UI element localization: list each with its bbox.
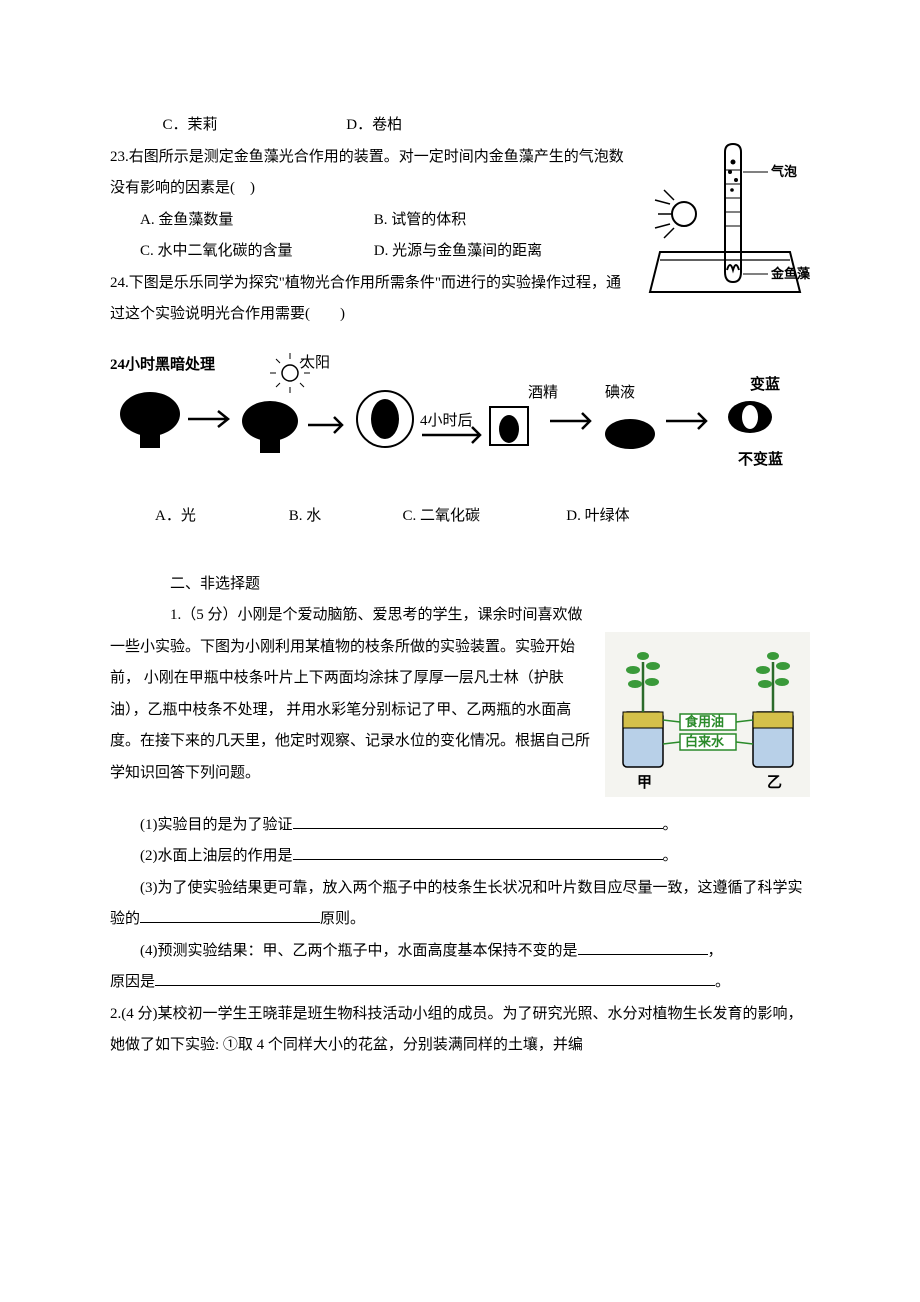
label-not-blue: 不变蓝 [738,450,783,468]
s2q1-sub4-mid: ， [708,943,723,959]
q23-figure: 气泡 金鱼藻 [640,142,810,325]
q24-opt-d: D. 叶绿体 [566,501,629,533]
s2q1-sub3: (3)为了使实验结果更可靠，放入两个瓶子中的枝条生长状况和叶片数目应尽量一致，这… [110,873,810,936]
s2q1-sub4b-end: 。 [715,974,730,990]
label-after: 4小时后 [420,412,473,429]
q24-opt-c: C. 二氧化碳 [403,501,563,533]
label-jar-b: 乙 [767,775,782,791]
q23-row: 23.右图所示是测定金鱼藻光合作用的装置。对一定时间内金鱼藻产生的气泡数没有影响… [110,142,810,331]
q24-figure: 24小时黑暗处理 太阳 4小时后 酒精 碘液 变蓝 不变蓝 [110,349,810,492]
label-bubble: 气泡 [771,164,797,179]
blank-1[interactable] [293,811,663,829]
s2q1-sub4b-text: 原因是 [110,974,155,990]
s2q1-sub4b: 原因是 。 [110,967,810,999]
blank-4a[interactable] [578,937,708,955]
s2q1-sub2-end: 。 [663,848,678,864]
s2q1-sub3-mid: 原则。 [320,911,365,927]
q24-options: A．光 B. 水 C. 二氧化碳 D. 叶绿体 [110,501,810,533]
q22-opt-d: D．卷柏 [346,110,402,142]
blank-2[interactable] [293,842,663,860]
s2q1-sub1-end: 。 [663,817,678,833]
blank-3[interactable] [140,905,320,923]
q24-stem: 24.下图是乐乐同学为探究"植物光合作用所需条件"而进行的实验操作过程，通过这个… [110,268,630,331]
label-algae: 金鱼藻 [770,266,810,281]
q23-text-block: 23.右图所示是测定金鱼藻光合作用的装置。对一定时间内金鱼藻产生的气泡数没有影响… [110,142,630,331]
label-blue: 变蓝 [750,375,780,393]
q23-opt-c: C. 水中二氧化碳的含量 [140,236,370,268]
s2q1-text: 1.（5 分）小刚是个爱动脑筋、爱思考的学生，课余时间喜欢做一些小实验。下图为小… [110,600,595,789]
blank-4b[interactable] [155,968,715,986]
q24-opt-b: B. 水 [289,501,399,533]
label-sun: 太阳 [300,354,330,371]
label-water: 白来水 [685,734,725,749]
s2q1-sub4: (4)预测实验结果：甲、乙两个瓶子中，水面高度基本保持不变的是 ， [110,936,810,968]
label-iodine: 碘液 [605,384,635,401]
q23-opt-a: A. 金鱼藻数量 [140,205,370,237]
q22-options-tail: C．茉莉 D．卷柏 [110,110,810,142]
s2q1-sub2-text: (2)水面上油层的作用是 [140,848,293,864]
s2q2-stem: 2.(4 分)某校初一学生王晓菲是班生物科技活动小组的成员。为了研究光照、水分对… [110,999,810,1062]
transpiration-jars-icon: 甲 乙 食用油 白来水 [605,632,810,797]
s2q1-sub1: (1)实验目的是为了验证 。 [110,810,810,842]
s2q1-sub2: (2)水面上油层的作用是 。 [110,841,810,873]
section2-title: 二、非选择题 [110,569,810,601]
q24-opt-a: A．光 [155,501,285,533]
label-jar-a: 甲 [637,774,652,791]
q23-opt-d: D. 光源与金鱼藻间的距离 [374,236,542,268]
s2q1-figure: 甲 乙 食用油 白来水 [605,632,810,810]
label-alcohol: 酒精 [528,384,558,401]
s2q1-sub4-text: (4)预测实验结果：甲、乙两个瓶子中，水面高度基本保持不变的是 [140,943,578,959]
q22-opt-c: C．茉莉 [163,110,343,142]
label-dark: 24小时黑暗处理 [110,355,215,373]
s2q1-sub1-text: (1)实验目的是为了验证 [140,817,293,833]
s2q1-row: 1.（5 分）小刚是个爱动脑筋、爱思考的学生，课余时间喜欢做一些小实验。下图为小… [110,600,810,810]
q23-stem: 23.右图所示是测定金鱼藻光合作用的装置。对一定时间内金鱼藻产生的气泡数没有影响… [110,142,630,205]
s2q1-stem: 1.（5 分）小刚是个爱动脑筋、爱思考的学生，课余时间喜欢做一些小实验。下图为小… [110,600,595,789]
label-oil: 食用油 [685,714,724,729]
test-tube-apparatus-icon: 气泡 金鱼藻 [640,142,810,312]
q23-opt-b: B. 试管的体积 [374,205,467,237]
photosynthesis-experiment-icon: 24小时黑暗处理 太阳 4小时后 酒精 碘液 变蓝 不变蓝 [110,349,810,479]
